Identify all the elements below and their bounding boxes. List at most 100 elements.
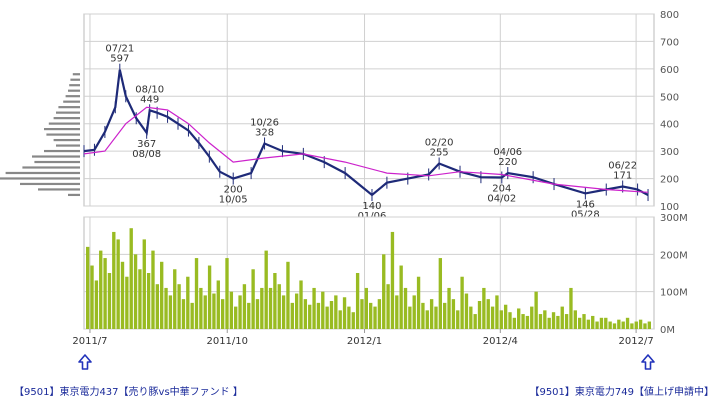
price-y-tick-label: 700 xyxy=(660,37,679,48)
volume-bar xyxy=(212,293,216,329)
volume-bar xyxy=(473,314,477,329)
volume-bar xyxy=(630,323,634,329)
volume-bar xyxy=(168,295,173,329)
volume-bar xyxy=(216,280,220,329)
prev-up-arrow-icon[interactable] xyxy=(78,354,92,374)
x-tick-label: 2011/7 xyxy=(72,336,107,347)
volume-bar xyxy=(351,312,355,329)
volume-bar xyxy=(220,299,225,329)
x-tick-label: 2012/1 xyxy=(347,336,382,347)
volume-bar xyxy=(421,302,425,329)
price-y-tick-label: 600 xyxy=(660,65,679,76)
volume-bar xyxy=(495,295,499,329)
volume-profile-bar xyxy=(65,95,80,98)
volume-panel: 0M 100M 200M 300M xyxy=(83,213,688,336)
volume-bar xyxy=(334,295,338,329)
volume-bar xyxy=(120,261,125,329)
volume-bar xyxy=(321,291,325,329)
volume-profile-bar xyxy=(38,188,80,191)
volume-bar xyxy=(286,261,290,329)
volume-profile-bar xyxy=(46,133,80,136)
volume-bar xyxy=(173,269,177,329)
annotation-value: 597 xyxy=(110,54,129,65)
volume-bar xyxy=(164,287,168,329)
volume-profile-bar xyxy=(5,171,81,175)
annotation-value: 220 xyxy=(498,157,517,168)
volume-profile-bar xyxy=(53,117,80,120)
volume-bar xyxy=(538,314,543,329)
next-up-arrow-icon[interactable] xyxy=(641,354,655,374)
volume-bar xyxy=(342,297,347,329)
annotation-date: 146 xyxy=(576,199,595,210)
volume-profile-bar xyxy=(68,89,80,92)
volume-bar xyxy=(443,302,447,329)
volume-bar xyxy=(582,314,586,329)
volume-bar xyxy=(181,299,186,329)
volume-profile-bar xyxy=(44,128,80,131)
volume-bar xyxy=(369,302,373,329)
volume-bar xyxy=(338,310,342,329)
x-tick-label: 2011/10 xyxy=(206,336,248,347)
volume-bar xyxy=(290,302,294,329)
volume-profile-bar xyxy=(22,166,80,169)
volume-bar xyxy=(530,306,534,329)
annotation-date: 367 xyxy=(137,139,156,150)
volume-bar xyxy=(621,321,625,329)
volume-bar xyxy=(499,310,503,329)
prev-thread-link[interactable]: 【9501】東京電力437【売り豚vs中華ファンド 】 xyxy=(14,387,243,398)
volume-bar xyxy=(517,308,521,329)
volume-bar xyxy=(238,295,242,329)
volume-bar xyxy=(190,302,194,329)
annotation-value: 10/05 xyxy=(219,195,248,206)
annotation-date: 02/20 xyxy=(425,137,454,148)
volume-bar xyxy=(203,295,207,329)
volume-bar xyxy=(456,310,460,329)
volume-bar xyxy=(403,287,408,329)
volume-bar xyxy=(364,287,368,329)
volume-bar xyxy=(277,284,281,329)
volume-bar xyxy=(577,317,582,329)
volume-bar xyxy=(647,321,651,329)
volume-bar xyxy=(564,314,569,329)
volume-bar xyxy=(438,258,443,329)
volume-profile-bar xyxy=(56,144,80,147)
volume-bar xyxy=(490,306,495,329)
volume-bar xyxy=(242,284,247,329)
volume-profile-bar xyxy=(53,138,80,142)
volume-bar xyxy=(608,321,612,329)
volume-profile-bar xyxy=(20,182,80,186)
volume-bar xyxy=(477,301,482,329)
moving-average-line xyxy=(83,106,649,193)
volume-bar xyxy=(521,314,525,329)
volume-bar xyxy=(412,295,416,329)
volume-bar xyxy=(299,280,303,329)
price-y-tick-label: 800 xyxy=(660,10,679,21)
volume-profile-bar xyxy=(69,84,80,87)
volume-bar xyxy=(425,310,429,329)
volume-bar xyxy=(464,293,469,329)
next-thread-link[interactable]: 【9501】東京電力749【値上げ申請中】 xyxy=(529,387,714,398)
volume-bar xyxy=(112,231,116,329)
volume-bar xyxy=(312,287,316,329)
volume-profile-bar xyxy=(68,193,80,197)
annotation-value: 04/02 xyxy=(487,193,516,204)
volume-bar xyxy=(138,269,142,329)
volume-bar xyxy=(604,317,608,329)
price-y-tick-label: 300 xyxy=(660,147,679,158)
annotation-date: 08/10 xyxy=(135,84,164,95)
annotation-date: 200 xyxy=(224,185,243,196)
volume-bar xyxy=(416,276,421,329)
volume-bar xyxy=(617,319,621,329)
volume-bar xyxy=(434,306,438,329)
volume-bar xyxy=(129,228,133,329)
annotation-date: 10/26 xyxy=(250,117,279,128)
volume-bar xyxy=(390,231,395,329)
volume-bar xyxy=(512,317,517,329)
volume-bar xyxy=(355,273,360,329)
volume-bar xyxy=(595,321,599,329)
volume-bar xyxy=(573,310,577,329)
volume-bar xyxy=(194,258,199,329)
annotation-date: 06/22 xyxy=(608,161,637,172)
